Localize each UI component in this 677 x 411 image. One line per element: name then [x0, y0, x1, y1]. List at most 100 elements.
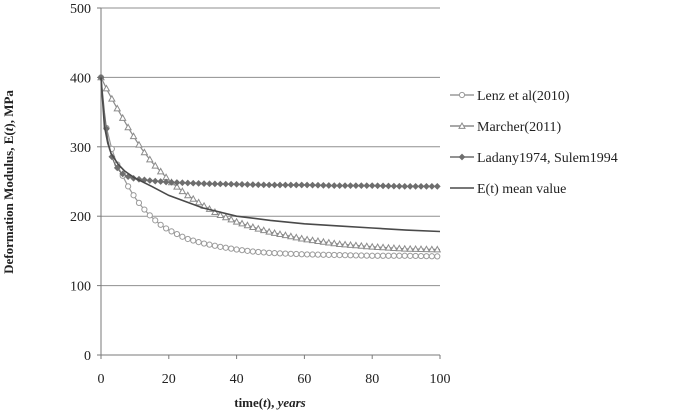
series-point-2: [362, 242, 371, 250]
series-2: [97, 73, 442, 253]
series-point-1: [271, 250, 278, 257]
legend-label: Ladany1974, Sulem1994: [477, 151, 618, 166]
series-point-1: [379, 252, 387, 259]
series-point-1: [238, 247, 246, 254]
series-point-1: [146, 212, 153, 219]
series-point-3: [303, 181, 311, 189]
series-point-1: [423, 253, 430, 260]
y-tick-label: 0: [84, 349, 91, 364]
series-point-2: [286, 232, 295, 240]
series-point-2: [102, 84, 111, 92]
series-point-1: [298, 251, 305, 258]
series-point-2: [270, 228, 279, 236]
series-point-2: [265, 227, 273, 235]
series-point-2: [400, 244, 409, 252]
series-point-1: [417, 252, 425, 260]
series-point-2: [276, 230, 284, 238]
x-tick-labels: 0 20 40 60 80 100: [98, 355, 451, 387]
series-point-1: [206, 241, 213, 248]
series-point-3: [238, 181, 246, 188]
series-point-1: [293, 250, 300, 258]
series-point-3: [211, 180, 219, 188]
series-point-1: [347, 252, 354, 259]
x-tick-label: 0: [98, 372, 105, 387]
series-point-3: [151, 177, 159, 185]
series-point-1: [304, 251, 311, 258]
series-point-2: [297, 234, 306, 242]
series-point-1: [130, 192, 137, 199]
series-point-1: [135, 199, 143, 206]
series-point-3: [184, 179, 192, 187]
series-point-2: [341, 240, 349, 248]
series-point-1: [200, 240, 208, 247]
x-tick-label: 80: [365, 372, 379, 387]
series-point-2: [346, 240, 355, 248]
series-point-3: [244, 181, 251, 188]
series-point-3: [189, 179, 197, 187]
y-tick-label: 500: [70, 2, 91, 17]
series-point-2: [178, 187, 187, 195]
series-point-1: [309, 251, 316, 258]
series-point-2: [254, 224, 263, 232]
series-point-2: [151, 161, 160, 169]
series-point-2: [308, 236, 317, 244]
series-point-3: [178, 179, 186, 187]
series-point-1: [331, 251, 338, 259]
series-point-1: [369, 252, 376, 259]
series-point-1: [434, 253, 441, 260]
series-point-2: [395, 244, 404, 252]
series-point-1: [125, 183, 132, 190]
legend-marker: [458, 153, 466, 161]
series-point-1: [168, 228, 175, 235]
series-point-2: [194, 198, 203, 206]
series-point-3: [276, 181, 284, 189]
series-point-3: [341, 182, 349, 190]
y-tick-label: 300: [70, 141, 91, 156]
legend-marker: [458, 121, 466, 129]
series-point-1: [320, 251, 327, 258]
series-point-3: [412, 182, 419, 190]
series-point-2: [390, 244, 398, 251]
series-point-1: [249, 248, 256, 255]
series-point-2: [319, 237, 328, 245]
series-point-3: [146, 177, 154, 184]
series-point-3: [287, 181, 295, 189]
series-point-3: [423, 182, 430, 190]
legend: Lenz et al(2010) Marcher(2011) Ladany1974,…: [450, 89, 618, 197]
series-point-1: [173, 230, 181, 238]
series-point-2: [433, 245, 442, 253]
series-point-2: [232, 217, 241, 225]
series-point-1: [325, 251, 332, 258]
series-point-1: [374, 252, 381, 259]
series-point-1: [407, 252, 414, 259]
legend-label: Marcher(2011): [477, 120, 562, 135]
series-point-1: [190, 237, 197, 244]
series-point-1: [412, 252, 419, 260]
series-point-2: [173, 182, 181, 190]
x-tick-label: 60: [297, 372, 311, 387]
series-point-3: [157, 178, 165, 185]
series-1: [97, 74, 441, 260]
series-point-3: [227, 180, 235, 188]
series-point-3: [374, 182, 381, 190]
series-point-2: [118, 113, 127, 121]
series-point-2: [303, 235, 311, 243]
series-point-1: [141, 206, 148, 213]
series-point-1: [233, 246, 240, 253]
series-point-1: [385, 252, 392, 259]
series-point-3: [233, 180, 240, 188]
series-point-3: [168, 178, 175, 186]
x-tick-label: 20: [162, 372, 176, 387]
x-tick-label: 40: [230, 372, 244, 387]
series-group: [97, 73, 442, 260]
y-tick-label: 400: [70, 71, 91, 86]
series-point-2: [281, 231, 290, 239]
series-point-1: [401, 252, 408, 259]
series-point-2: [411, 244, 420, 252]
legend-item-3: Ladany1974, Sulem1994: [450, 151, 618, 166]
series-point-1: [255, 248, 262, 256]
series-point-3: [200, 180, 208, 187]
series-point-3: [113, 164, 121, 172]
series-point-2: [373, 243, 382, 250]
y-axis-title: Deformation Modulus, E(t), MPa: [1, 90, 16, 274]
